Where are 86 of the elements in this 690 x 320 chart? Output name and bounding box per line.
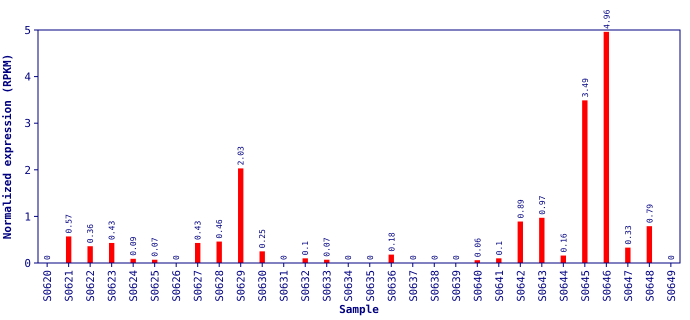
x-tick-label: S0641 (494, 270, 506, 302)
bar (152, 260, 158, 263)
data-label: 0.1 (494, 240, 504, 256)
y-tick-label: 5 (24, 24, 31, 37)
x-tick-label: S0627 (192, 270, 205, 302)
bar (238, 168, 244, 263)
bar (324, 260, 330, 263)
data-label: 0.43 (194, 220, 203, 240)
y-tick-label: 2 (24, 164, 31, 177)
bar (582, 100, 588, 263)
y-tick-label: 4 (24, 70, 32, 84)
data-label: 0.79 (645, 204, 654, 224)
bar (646, 226, 652, 263)
data-label: 0 (280, 255, 289, 260)
bar (260, 251, 265, 263)
x-tick-label: S0621 (64, 270, 76, 302)
x-tick-label: S0634 (343, 270, 356, 302)
x-tick-label: S0649 (666, 270, 678, 302)
x-tick-label: S0623 (106, 270, 119, 302)
data-label: 0.89 (516, 199, 526, 219)
data-label: 0.16 (559, 233, 568, 253)
y-tick-label: 1 (24, 210, 31, 224)
data-label: 0.43 (108, 220, 117, 240)
data-label: 0.06 (473, 238, 482, 258)
bar (474, 260, 480, 263)
data-label: 0.07 (150, 237, 160, 257)
bar (66, 236, 72, 263)
x-tick-label: S0638 (429, 270, 442, 302)
x-tick-label: S0643 (536, 270, 549, 302)
data-label: 2.03 (236, 146, 246, 166)
bar (625, 248, 631, 263)
data-label: 0 (344, 255, 354, 260)
data-label: 0 (366, 255, 375, 260)
data-label: 0.18 (387, 232, 396, 252)
x-tick-label: S0628 (214, 270, 226, 302)
data-label: 0.09 (129, 236, 138, 256)
x-tick-label: S0644 (558, 270, 570, 302)
x-tick-label: S0632 (300, 270, 312, 302)
bar (539, 218, 545, 263)
data-label: 0.1 (301, 240, 310, 256)
x-tick-label: S0645 (580, 270, 592, 302)
y-axis-title: Normalized expression (RPKM) (1, 54, 14, 240)
x-tick-label: S0639 (450, 270, 463, 302)
bar (388, 254, 394, 263)
data-label: 0.25 (258, 228, 268, 248)
bar (216, 242, 222, 263)
x-tick-label: S0648 (644, 270, 656, 302)
bar (108, 242, 114, 263)
data-label: 0 (430, 255, 440, 260)
y-tick-label: 3 (24, 117, 31, 130)
x-tick-label: S0631 (278, 270, 291, 302)
x-tick-label: S0625 (150, 270, 162, 302)
data-label: 0.57 (64, 214, 74, 234)
data-label: 0 (43, 255, 52, 260)
x-tick-label: S0626 (171, 270, 184, 302)
data-label: 3.49 (580, 78, 590, 98)
bar (560, 256, 566, 263)
y-tick-label: 0 (24, 257, 31, 270)
x-tick-label: S0622 (85, 270, 98, 302)
data-label: 4.96 (602, 9, 612, 29)
data-label: 0 (408, 255, 418, 260)
bar (518, 222, 523, 263)
data-label: 0 (172, 255, 182, 260)
x-tick-label: S0636 (386, 270, 398, 302)
x-tick-label: S0646 (601, 270, 614, 302)
x-tick-label: S0624 (128, 270, 140, 302)
x-tick-label: S0647 (622, 270, 635, 302)
data-label: 0.46 (215, 219, 224, 239)
x-tick-label: S0633 (322, 270, 334, 302)
data-label: 0.36 (86, 224, 96, 244)
data-label: 0 (452, 255, 461, 260)
x-tick-label: S0637 (408, 270, 420, 302)
x-tick-label: S0642 (515, 270, 528, 302)
bar (604, 32, 610, 263)
data-label: 0.97 (538, 195, 547, 215)
bar (87, 246, 93, 263)
data-label: 0.33 (624, 225, 633, 245)
x-tick-label: S0630 (257, 270, 270, 302)
x-axis-title: Sample (339, 303, 380, 316)
bar (195, 242, 200, 263)
data-label: 0.07 (322, 237, 332, 257)
data-label: 0 (666, 255, 676, 260)
x-tick-label: S0640 (472, 270, 484, 302)
x-tick-label: S0635 (364, 270, 377, 302)
x-tick-label: S0620 (42, 270, 54, 302)
x-tick-label: S0629 (236, 270, 248, 302)
